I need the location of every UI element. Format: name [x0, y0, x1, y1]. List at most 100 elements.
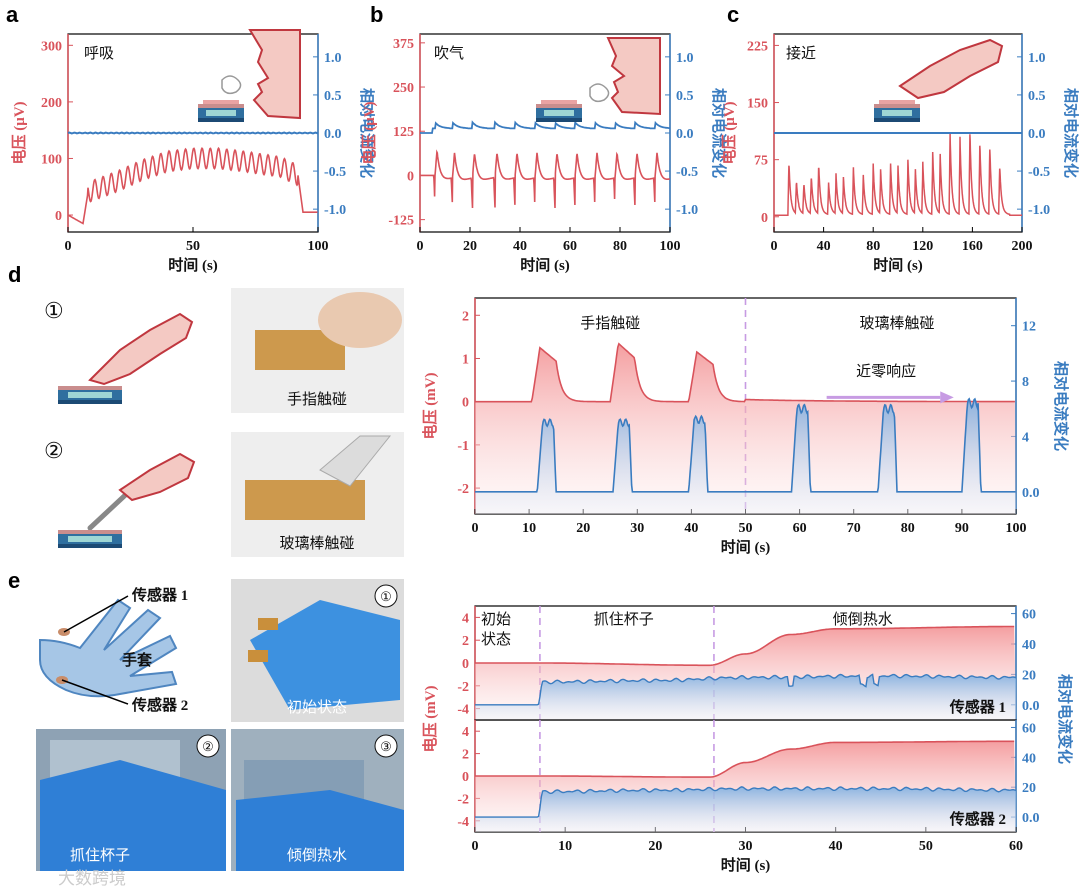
series-current-line — [475, 786, 1017, 818]
sensor-illustration-c — [874, 100, 920, 122]
step-number-2: ② — [44, 438, 64, 463]
y-tick-label: 300 — [41, 39, 62, 54]
y-tick-label: 2 — [462, 634, 469, 649]
panel-letter-e: e — [8, 568, 20, 593]
annotation-arrow-head — [940, 391, 954, 404]
x-tick-label: 30 — [630, 521, 644, 536]
step-number-1: ① — [44, 298, 64, 323]
photo-number-2: ② — [202, 739, 214, 754]
y-tick-label: -1 — [457, 439, 469, 454]
x-tick-label: 80 — [901, 521, 915, 536]
panel-letter-c: c — [727, 2, 739, 27]
panel-letter-a: a — [6, 2, 19, 27]
series-voltage-line — [475, 625, 1015, 667]
series-voltage-line — [475, 342, 1015, 403]
x-tick-label: 200 — [1012, 239, 1033, 254]
y-tick-label: 0 — [462, 770, 469, 785]
y-tick-label: 0 — [462, 657, 469, 672]
stage-label-initial-2: 状态 — [481, 631, 511, 648]
sensor-label: 传感器 1 — [949, 698, 1006, 716]
x-tick-label: 0 — [472, 521, 479, 536]
label-sensor-2: 传感器 2 — [131, 696, 188, 714]
y2-tick-label: 0.5 — [324, 89, 342, 104]
series-voltage-line — [420, 149, 670, 209]
x-tick-label: 100 — [660, 239, 681, 254]
x-tick-label: 0 — [417, 239, 424, 254]
series-current-line — [420, 120, 670, 134]
y2-tick-label: 12 — [1022, 320, 1036, 335]
panel-letter-b: b — [370, 2, 383, 27]
sensor-illustration-a — [198, 100, 244, 122]
photo-pour-hot-water: ③ 倾倒热水 — [231, 729, 404, 871]
x-tick-label: 40 — [817, 239, 831, 254]
x-tick-label: 40 — [684, 521, 698, 536]
y2-axis-label-shared: 相对电流变化 — [1056, 674, 1074, 764]
y-tick-label: -125 — [388, 214, 414, 229]
x-tick-label: 50 — [919, 839, 933, 854]
x-axis-label: 时间 (s) — [168, 256, 218, 274]
y-tick-label: 375 — [393, 37, 414, 52]
y-tick-label: 4 — [462, 611, 469, 626]
series-voltage-line — [67, 146, 318, 225]
y2-tick-label: 0.0 — [1022, 486, 1040, 501]
caption-finger-touch: 手指触碰 — [287, 390, 347, 408]
x-tick-label: 60 — [1009, 839, 1023, 854]
watermark: 大数跨境 — [58, 869, 126, 888]
y2-tick-label: 0.0 — [324, 127, 342, 142]
y-tick-label: 0 — [761, 211, 768, 226]
y2-axis-label: 相对电流变化 — [1052, 361, 1070, 451]
x-tick-label: 0 — [65, 239, 72, 254]
y-tick-label: 0 — [55, 209, 62, 224]
series-voltage-line — [475, 740, 1015, 778]
y-axis-label: 电压 (mV) — [421, 372, 439, 439]
x-tick-label: 60 — [793, 521, 807, 536]
series-current-area — [475, 674, 1016, 720]
y-tick-label: 2 — [462, 309, 469, 324]
x-tick-label: 0 — [472, 839, 479, 854]
y2-tick-label: -1.0 — [676, 203, 698, 218]
x-axis-label: 时间 (s) — [721, 856, 771, 874]
y-tick-label: 200 — [41, 96, 62, 111]
series-current-area — [475, 786, 1016, 832]
note-breath: 呼吸 — [84, 45, 114, 62]
y2-tick-label: -0.5 — [1028, 165, 1050, 180]
y-tick-label: 1 — [462, 352, 469, 367]
photo-number-3: ③ — [380, 739, 392, 754]
x-tick-label: 80 — [866, 239, 880, 254]
sensor-illustration-b — [536, 100, 582, 122]
y-tick-label: 0 — [462, 396, 469, 411]
x-tick-label: 30 — [739, 839, 753, 854]
y-tick-label: 2 — [462, 748, 469, 763]
x-tick-label: 160 — [962, 239, 983, 254]
photo-initial-state: ① 初始状态 — [231, 579, 404, 722]
label-glove: 手套 — [122, 651, 153, 669]
stage-label-pour-hot-water: 倾倒热水 — [833, 611, 893, 628]
y2-axis-label: 相对电流变化 — [710, 88, 728, 178]
y-tick-label: 4 — [462, 725, 469, 740]
label-sensor-1: 传感器 1 — [131, 586, 188, 604]
y-tick-label: -2 — [457, 680, 469, 695]
caption-grab-cup: 抓住杯子 — [70, 846, 130, 864]
y2-tick-label: 40 — [1022, 751, 1036, 766]
photo-glass-rod-touch: 玻璃棒触碰 — [231, 432, 404, 557]
x-tick-label: 20 — [463, 239, 477, 254]
x-tick-label: 120 — [912, 239, 933, 254]
y2-tick-label: 20 — [1022, 668, 1036, 683]
caption-initial-state: 初始状态 — [287, 698, 347, 716]
y-axis-label: 电压 (μV) — [10, 101, 28, 164]
y-tick-label: 150 — [747, 97, 768, 112]
y-tick-label: 75 — [754, 154, 768, 169]
sensor-label: 传感器 2 — [949, 810, 1006, 828]
y-tick-label: 0 — [407, 169, 414, 184]
series-current-line — [67, 131, 319, 135]
glove-illustration — [39, 595, 178, 705]
y2-tick-label: 0.0 — [1022, 699, 1040, 714]
chart-c: 0 40 80 120 160 200 时间 (s) 0 75 150 225 1.0 0.5 0.0 -0… — [720, 33, 1080, 274]
y-tick-label: -4 — [457, 703, 469, 718]
note-blow: 吹气 — [434, 45, 464, 62]
annotation-finger-touch: 手指触碰 — [580, 315, 640, 332]
x-tick-label: 80 — [613, 239, 627, 254]
x-tick-label: 40 — [513, 239, 527, 254]
y2-tick-label: 8 — [1022, 375, 1029, 390]
